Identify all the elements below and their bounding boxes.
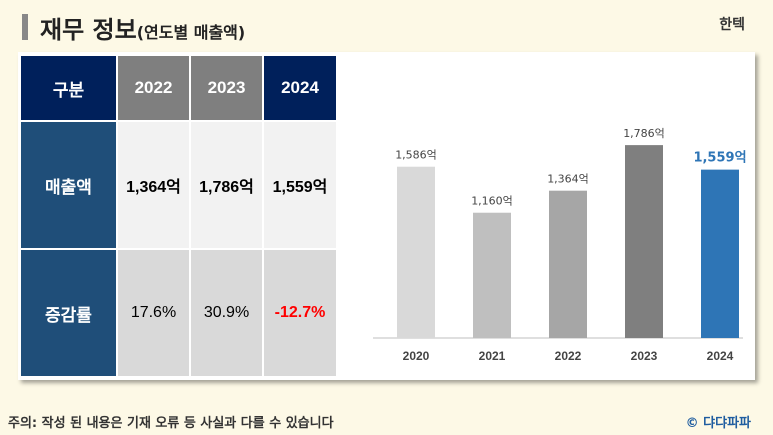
disclaimer-note: 주의: 작성 된 내용은 기재 오류 등 사실과 다를 수 있습니다: [8, 416, 334, 431]
table-header-category: 구분: [21, 56, 116, 120]
table-header-2023: 2023: [191, 56, 262, 120]
x-tick-2024: 2024: [707, 349, 734, 363]
growth-2023: 30.9%: [191, 250, 262, 376]
data-label-2020: 1,586억: [395, 149, 437, 162]
chart-canvas: 1,586억 2020 1,160억 2021 1,364억 2022 1,786억 2023…: [373, 127, 747, 363]
table-header-2022: 2022: [118, 56, 189, 120]
growth-2024: -12.7%: [264, 250, 336, 376]
title-accent-bar: [22, 14, 28, 40]
table-row-label-growth: 증감률: [21, 250, 116, 376]
x-tick-2020: 2020: [403, 349, 430, 363]
page-title-sub: (연도별 매출액): [136, 23, 246, 42]
x-tick-2022: 2022: [555, 349, 582, 363]
bar-2021: [473, 212, 511, 338]
growth-2022: 17.6%: [118, 250, 189, 376]
bar-2020: [397, 166, 435, 338]
page-title-main: 재무 정보: [40, 16, 137, 44]
content-card: 구분 2022 2023 2024 매출액 1,364억 1,786억 1,55…: [18, 52, 755, 380]
data-label-2021: 1,160억: [471, 195, 513, 208]
revenue-2022: 1,364억: [118, 122, 189, 248]
page-title: 재무 정보(연도별 매출액): [40, 10, 245, 45]
revenue-2024: 1,559억: [264, 122, 336, 248]
company-name: 한텍: [719, 17, 745, 33]
data-label-2023: 1,786억: [623, 127, 665, 140]
bar-2022: [549, 190, 587, 338]
table-row-label-revenue: 매출액: [21, 122, 116, 248]
data-label-2024: 1,559억: [693, 151, 746, 166]
x-tick-2023: 2023: [631, 349, 658, 363]
data-label-2022: 1,364억: [547, 173, 589, 186]
table-header-2024: 2024: [264, 56, 336, 120]
x-tick-2021: 2021: [479, 349, 506, 363]
copyright: © 댜댜파파: [685, 416, 751, 431]
revenue-bar-chart: 1,586억 2020 1,160억 2021 1,364억 2022 1,786억 2023…: [363, 102, 753, 372]
bar-2024: [701, 169, 739, 338]
revenue-2023: 1,786억: [191, 122, 262, 248]
bar-2023: [625, 145, 663, 338]
